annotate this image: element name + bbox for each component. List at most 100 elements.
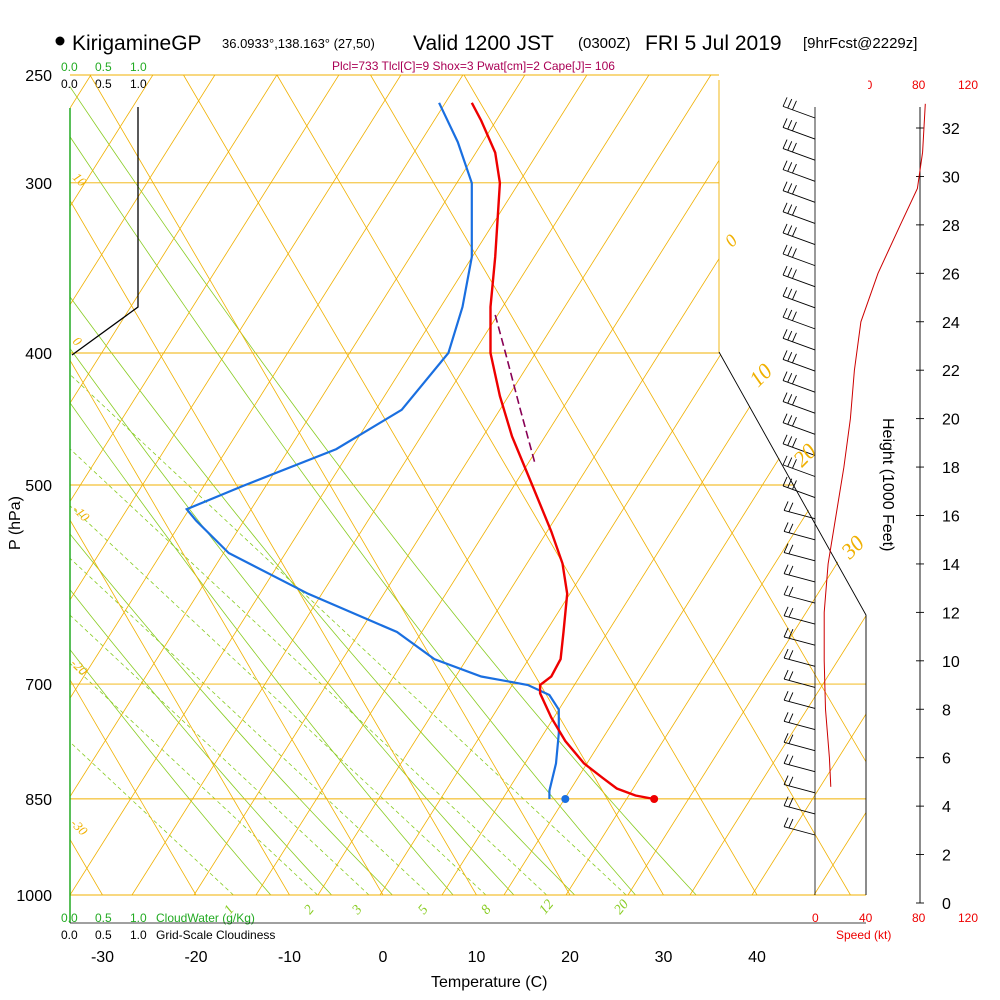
temperature-tick-label: 30 (655, 949, 673, 966)
dry-adiabat-line (627, 516, 866, 895)
wind-barb-feather (782, 350, 788, 360)
height-tick-label: 14 (942, 557, 960, 574)
wind-barb-feather (782, 476, 788, 487)
bottom-speed-scale: 0 40 80 120 Speed (kt) (812, 911, 978, 942)
mixing-ratio-label: 2 (302, 903, 318, 918)
wind-barb (782, 169, 816, 182)
moist-adiabat-line (70, 86, 697, 895)
speed-tick: 0 (812, 911, 819, 925)
height-tick-label: 22 (942, 363, 960, 380)
mixing-ratio-label: 20 (612, 897, 632, 917)
wind-barb-feather (788, 650, 794, 660)
temperature-tick-label: 40 (748, 949, 766, 966)
wind-barb (782, 464, 816, 477)
mixing-ratio-label: 12 (537, 897, 557, 917)
temperature-tick-label: 10 (468, 949, 486, 966)
wind-barb-feather (783, 775, 789, 785)
wind-barb-feather (787, 288, 793, 299)
wind-barb-feather (783, 585, 789, 595)
dewpoint-line (184, 102, 560, 799)
wind-barb (782, 359, 816, 372)
station-marker-icon (55, 36, 65, 46)
dry-adiabat-line (503, 319, 866, 895)
pressure-tick-label: 700 (25, 677, 52, 694)
pressure-tick-label: 500 (25, 478, 52, 495)
plot-frame (69, 74, 868, 924)
speed-tick: 40 (859, 911, 873, 925)
height-axis-title: Height (1000 Feet) (879, 418, 896, 551)
wind-barb-feather (788, 544, 794, 555)
isotherm-line (0, 75, 9, 895)
wind-barb (783, 657, 816, 667)
mixing-ratio-label: 3 (349, 903, 366, 919)
wind-barb-feather (788, 607, 794, 618)
wind-barb-feather (788, 734, 794, 744)
wind-barb (782, 401, 816, 414)
wind-barb-feather (792, 184, 797, 195)
wind-barb-feather (787, 98, 793, 109)
wind-barb-feather (788, 776, 794, 787)
dry-adiabat-label: -10 (70, 502, 93, 525)
dry-adiabat-line (70, 75, 464, 700)
speed-tick: 80 (912, 78, 926, 92)
wind-barb-feather (792, 353, 797, 364)
wind-barb (782, 190, 816, 203)
wind-barb (782, 148, 816, 161)
wind-barb-feather (792, 290, 797, 300)
dry-adiabat-line (255, 75, 774, 895)
wind-barb-feather (783, 733, 789, 743)
wind-barb-feather (787, 351, 793, 362)
wind-barb-feather (788, 502, 794, 512)
wind-barb (782, 316, 816, 330)
dry-adiabat-line (193, 75, 712, 895)
pressure-tick-label: 400 (25, 346, 52, 363)
dry-adiabat-line (70, 75, 278, 404)
height-tick-label: 30 (942, 169, 960, 186)
cloudwater-tick: 1.0 (130, 60, 147, 74)
wind-barb-feather (792, 248, 797, 258)
forecast-cycle: [9hrFcst@2229z] (803, 35, 917, 52)
surface-dewpoint-dot (561, 795, 570, 803)
top-cloudwater-scale: 0.0 0.5 1.0 (61, 60, 147, 74)
height-tick-label: 6 (942, 751, 951, 768)
wind-barb-feather (782, 455, 788, 466)
cloud-profiles (71, 107, 139, 356)
moist-adiabat-line (70, 589, 332, 895)
height-tick-label: 2 (942, 848, 951, 865)
dry-adiabat-label: 10 (70, 170, 90, 190)
mixing-ratio-label: 8 (479, 903, 495, 918)
cloudwater-tick: 0.0 (61, 60, 78, 74)
isotherm-line (70, 678, 197, 895)
speed-label: Speed (kt) (836, 928, 891, 942)
dry-adiabat-line (70, 75, 588, 895)
height-tick-label: 4 (942, 799, 951, 816)
wind-barb-feather (782, 244, 788, 255)
temperature-tick-label: -30 (91, 949, 114, 966)
wind-barb-feather (783, 796, 789, 806)
wind-barb-feather (787, 246, 793, 256)
wind-barb (782, 211, 816, 224)
wind-barb-feather (792, 269, 797, 279)
wind-barb-feather (792, 121, 797, 132)
wind-barb-feather (783, 648, 789, 659)
wind-barb (782, 443, 816, 456)
cloudwater-tick: 1.0 (130, 911, 147, 925)
moist-adiabat-line (70, 136, 636, 895)
wind-speed-line (823, 103, 926, 787)
wind-barb (782, 337, 816, 351)
wind-barb-feather (782, 223, 788, 234)
dry-adiabat-line (70, 75, 526, 798)
dry-adiabat-line (689, 615, 866, 895)
wind-barb-feather (787, 394, 793, 404)
y-axis-title: P (hPa) (7, 496, 24, 550)
cloudiness-tick: 0.0 (61, 928, 78, 942)
wind-barb-feather (782, 371, 788, 381)
cloudiness-tick: 1.0 (130, 77, 147, 91)
wind-barb-feather (792, 100, 797, 110)
pressure-tick-label: 850 (25, 792, 52, 809)
wind-barb (783, 763, 816, 773)
height-tick-label: 18 (942, 460, 960, 477)
upper-right-mask (719, 74, 868, 615)
speed-tick: 120 (958, 78, 978, 92)
cloudiness-tick: 0.5 (95, 928, 112, 942)
